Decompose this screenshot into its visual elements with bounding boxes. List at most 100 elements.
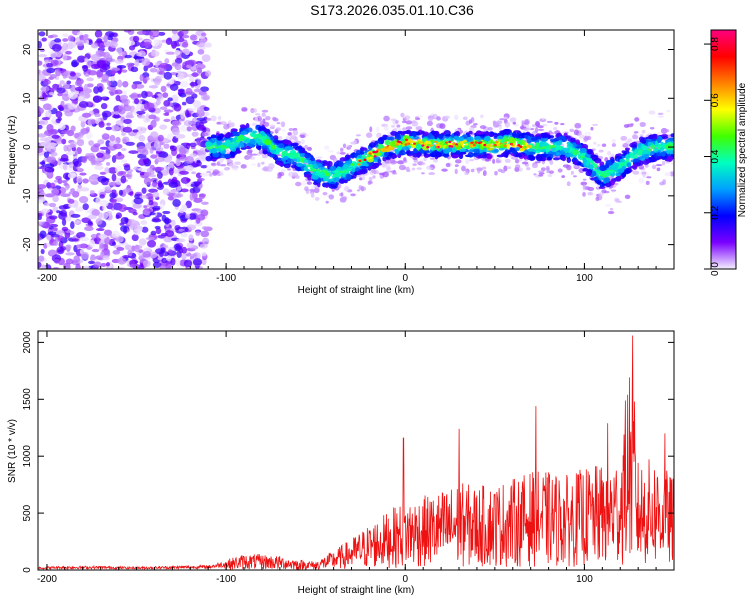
heatmap-cell — [538, 174, 544, 177]
heatmap-cell — [74, 220, 81, 225]
heatmap-cell — [376, 132, 382, 138]
heatmap-cell — [79, 91, 85, 95]
x-tick-label: 0 — [402, 273, 408, 284]
heatmap-cell — [346, 146, 352, 150]
heatmap-cell — [148, 114, 157, 120]
heatmap-cell — [137, 145, 147, 153]
heatmap-cell — [62, 38, 69, 42]
heatmap-cell — [398, 150, 407, 156]
heatmap-hotspot — [483, 143, 487, 147]
heatmap-cell — [124, 54, 132, 59]
heatmap-cell — [94, 157, 103, 162]
colorbar-strip — [710, 29, 737, 270]
heatmap-cell — [38, 60, 43, 66]
heatmap-cell — [65, 252, 75, 256]
heatmap-cell — [537, 128, 545, 131]
heatmap-hotspot — [455, 145, 459, 148]
heatmap-cell — [639, 134, 644, 138]
heatmap-cell — [196, 106, 205, 114]
heatmap-cell — [464, 159, 470, 164]
heatmap-cell — [62, 163, 68, 171]
heatmap-cell — [668, 150, 673, 153]
heatmap-cell — [278, 162, 284, 167]
heatmap-cell — [82, 203, 89, 211]
heatmap-cell — [238, 142, 245, 148]
heatmap-cell — [111, 32, 118, 38]
heatmap-cell — [169, 78, 175, 85]
heatmap-cell — [582, 183, 586, 190]
heatmap-hotspot — [448, 140, 452, 144]
heatmap-cell — [89, 190, 95, 195]
heatmap-cell — [179, 92, 187, 98]
heatmap-cell — [642, 149, 650, 155]
heatmap-cell — [304, 153, 311, 159]
heatmap-cell — [591, 170, 597, 176]
heatmap-cell — [245, 123, 250, 129]
heatmap-cell — [541, 117, 545, 120]
heatmap-cell — [159, 250, 164, 257]
heatmap-cell — [389, 141, 396, 147]
heatmap-cell — [306, 181, 312, 185]
heatmap-cell — [152, 216, 160, 222]
heatmap-cell — [515, 153, 523, 158]
heatmap-cell — [124, 244, 133, 251]
heatmap-cell — [223, 167, 229, 171]
heatmap-cell — [192, 71, 198, 78]
heatmap-cell — [46, 234, 51, 242]
heatmap-cell — [51, 134, 60, 139]
heatmap-cell — [570, 137, 576, 142]
heatmap-cell — [163, 118, 171, 122]
heatmap-hotspot — [474, 141, 478, 144]
heatmap-cell — [555, 141, 563, 146]
heatmap-cell — [166, 133, 174, 141]
heatmap-cell — [193, 197, 203, 203]
heatmap-cell — [467, 134, 471, 138]
heatmap-cell — [75, 263, 81, 269]
heatmap-cell — [599, 165, 607, 172]
heatmap-cell — [220, 170, 224, 176]
heatmap-cell — [582, 178, 587, 181]
y-tick-label: 2000 — [22, 331, 33, 354]
heatmap-cell — [104, 236, 111, 245]
heatmap-cell — [483, 147, 487, 153]
heatmap-cell — [167, 97, 173, 102]
heatmap-cell — [58, 122, 66, 131]
heatmap-cell — [301, 180, 307, 186]
heatmap-cell — [527, 148, 535, 152]
heatmap-cell — [631, 134, 639, 140]
heatmap-cell — [496, 135, 504, 140]
heatmap-cell — [97, 175, 108, 183]
heatmap-cell — [482, 170, 487, 177]
heatmap-cell — [303, 166, 309, 171]
heatmap-cell — [421, 161, 426, 166]
heatmap-cell — [481, 155, 487, 159]
heatmap-cell — [500, 169, 506, 174]
heatmap-cell — [587, 191, 594, 196]
heatmap-cell — [93, 86, 100, 94]
heatmap-hotspot — [413, 142, 417, 145]
heatmap-cell — [660, 147, 665, 152]
heatmap-cell — [225, 139, 231, 144]
heatmap-cell — [50, 53, 57, 59]
heatmap-cell — [88, 140, 94, 146]
snr-panel: -200 -100 0 100 0 500 1000 1500 2000 Height of … — [7, 330, 675, 596]
heatmap-cell — [395, 120, 399, 124]
heatmap-cell — [443, 147, 450, 154]
heatmap-cell — [43, 151, 50, 158]
heatmap-cell — [86, 60, 92, 69]
heatmap-cell — [197, 78, 202, 86]
colorbar-ticks: 0.0 0.2 0.4 0.6 0.8 — [704, 37, 721, 276]
heatmap-cell — [657, 115, 664, 118]
heatmap-cell — [180, 188, 189, 193]
heatmap-cell — [269, 154, 276, 158]
heatmap-cell — [231, 131, 239, 137]
heatmap-cell — [138, 249, 144, 253]
heatmap-cell — [189, 34, 198, 41]
heatmap-cell — [159, 124, 168, 130]
heatmap-cell — [522, 127, 530, 131]
heatmap-cell — [68, 191, 73, 195]
heatmap-cell — [121, 69, 128, 73]
heatmap-cell — [391, 154, 398, 159]
heatmap-cell — [100, 262, 107, 268]
heatmap-cell — [541, 142, 550, 147]
